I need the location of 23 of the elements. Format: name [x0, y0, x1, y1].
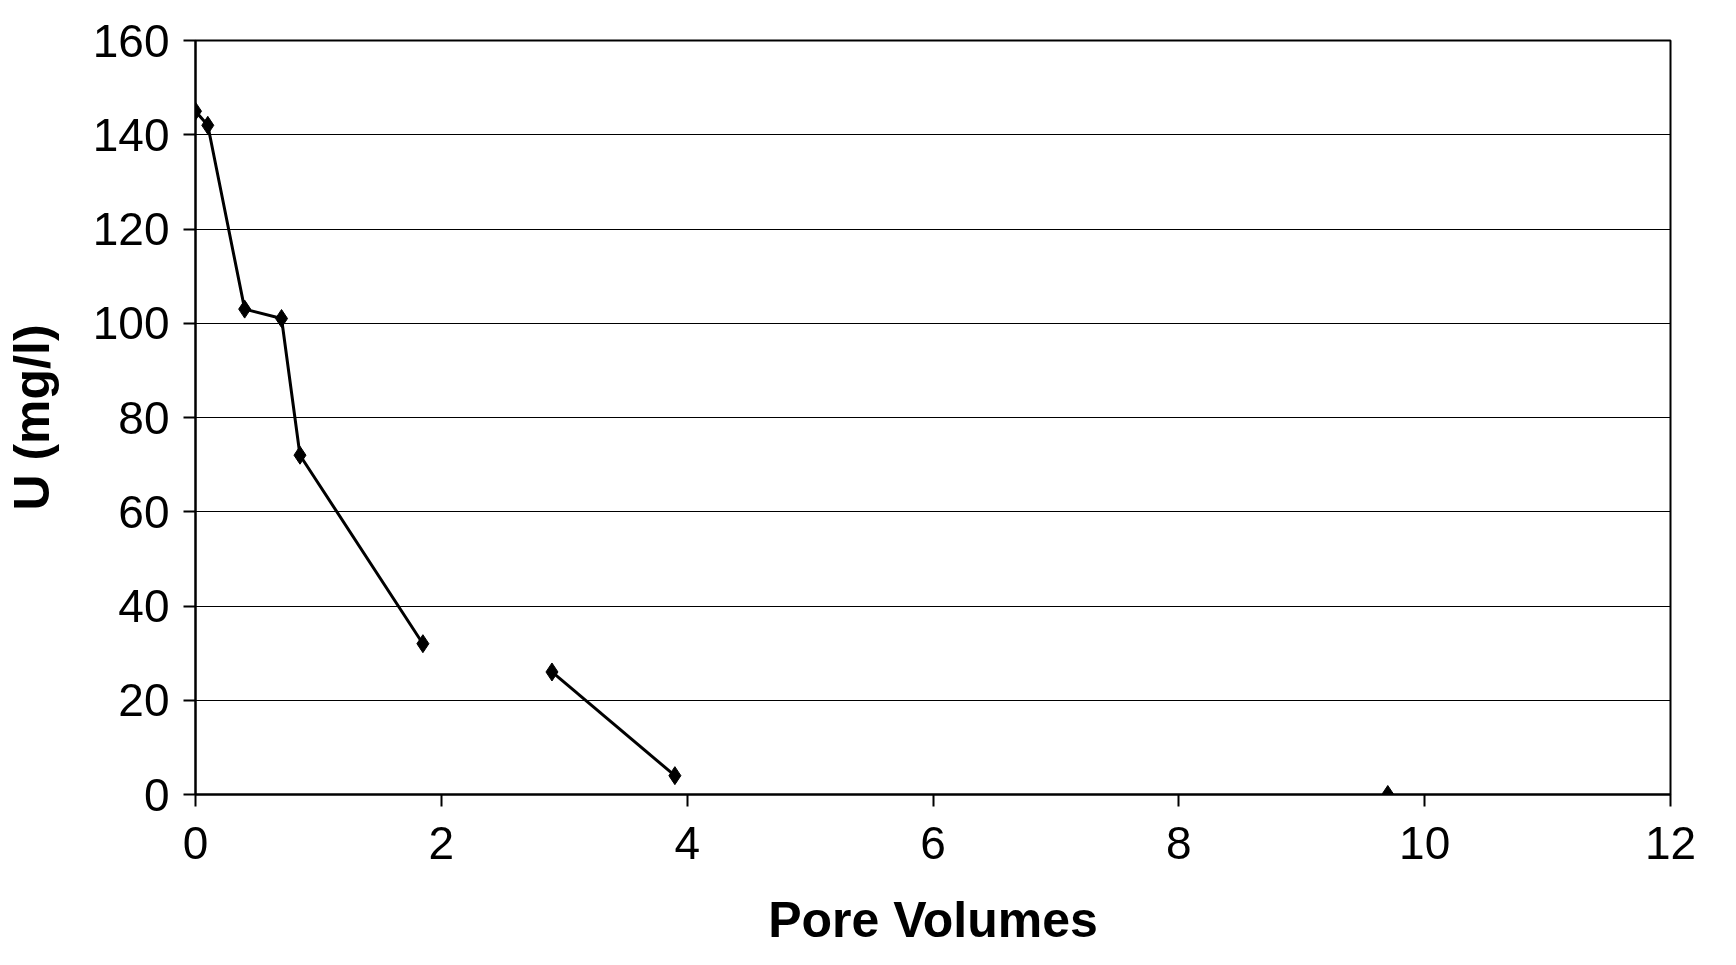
- y-tick-label: 20: [118, 674, 170, 727]
- point: [293, 445, 307, 465]
- point: [416, 634, 430, 654]
- y-tick-label: 40: [118, 580, 170, 632]
- y-tick-label: 120: [92, 203, 170, 255]
- y-tick-label: 160: [92, 14, 170, 67]
- x-tick-label: 0: [182, 816, 209, 869]
- y-tick-label: 60: [118, 485, 170, 538]
- x-tick-label: 8: [1166, 816, 1192, 869]
- point: [238, 299, 252, 319]
- x-tick-label: 6: [920, 816, 946, 869]
- x-tick-label: 10: [1399, 816, 1451, 869]
- y-tick-label: 80: [118, 391, 170, 444]
- x-tick-label: 12: [1644, 816, 1697, 869]
- y-tick-label: 140: [92, 108, 170, 161]
- point: [201, 115, 215, 135]
- x-tick-label: 2: [428, 816, 455, 869]
- x-tick-label: 4: [674, 816, 700, 869]
- y-axis-title: U (mg/l): [3, 324, 60, 511]
- y-tick-label: 0: [143, 768, 170, 821]
- x-axis-title: Pore Volumes: [768, 891, 1098, 948]
- point: [275, 309, 289, 329]
- y-tick-label: 100: [92, 297, 170, 350]
